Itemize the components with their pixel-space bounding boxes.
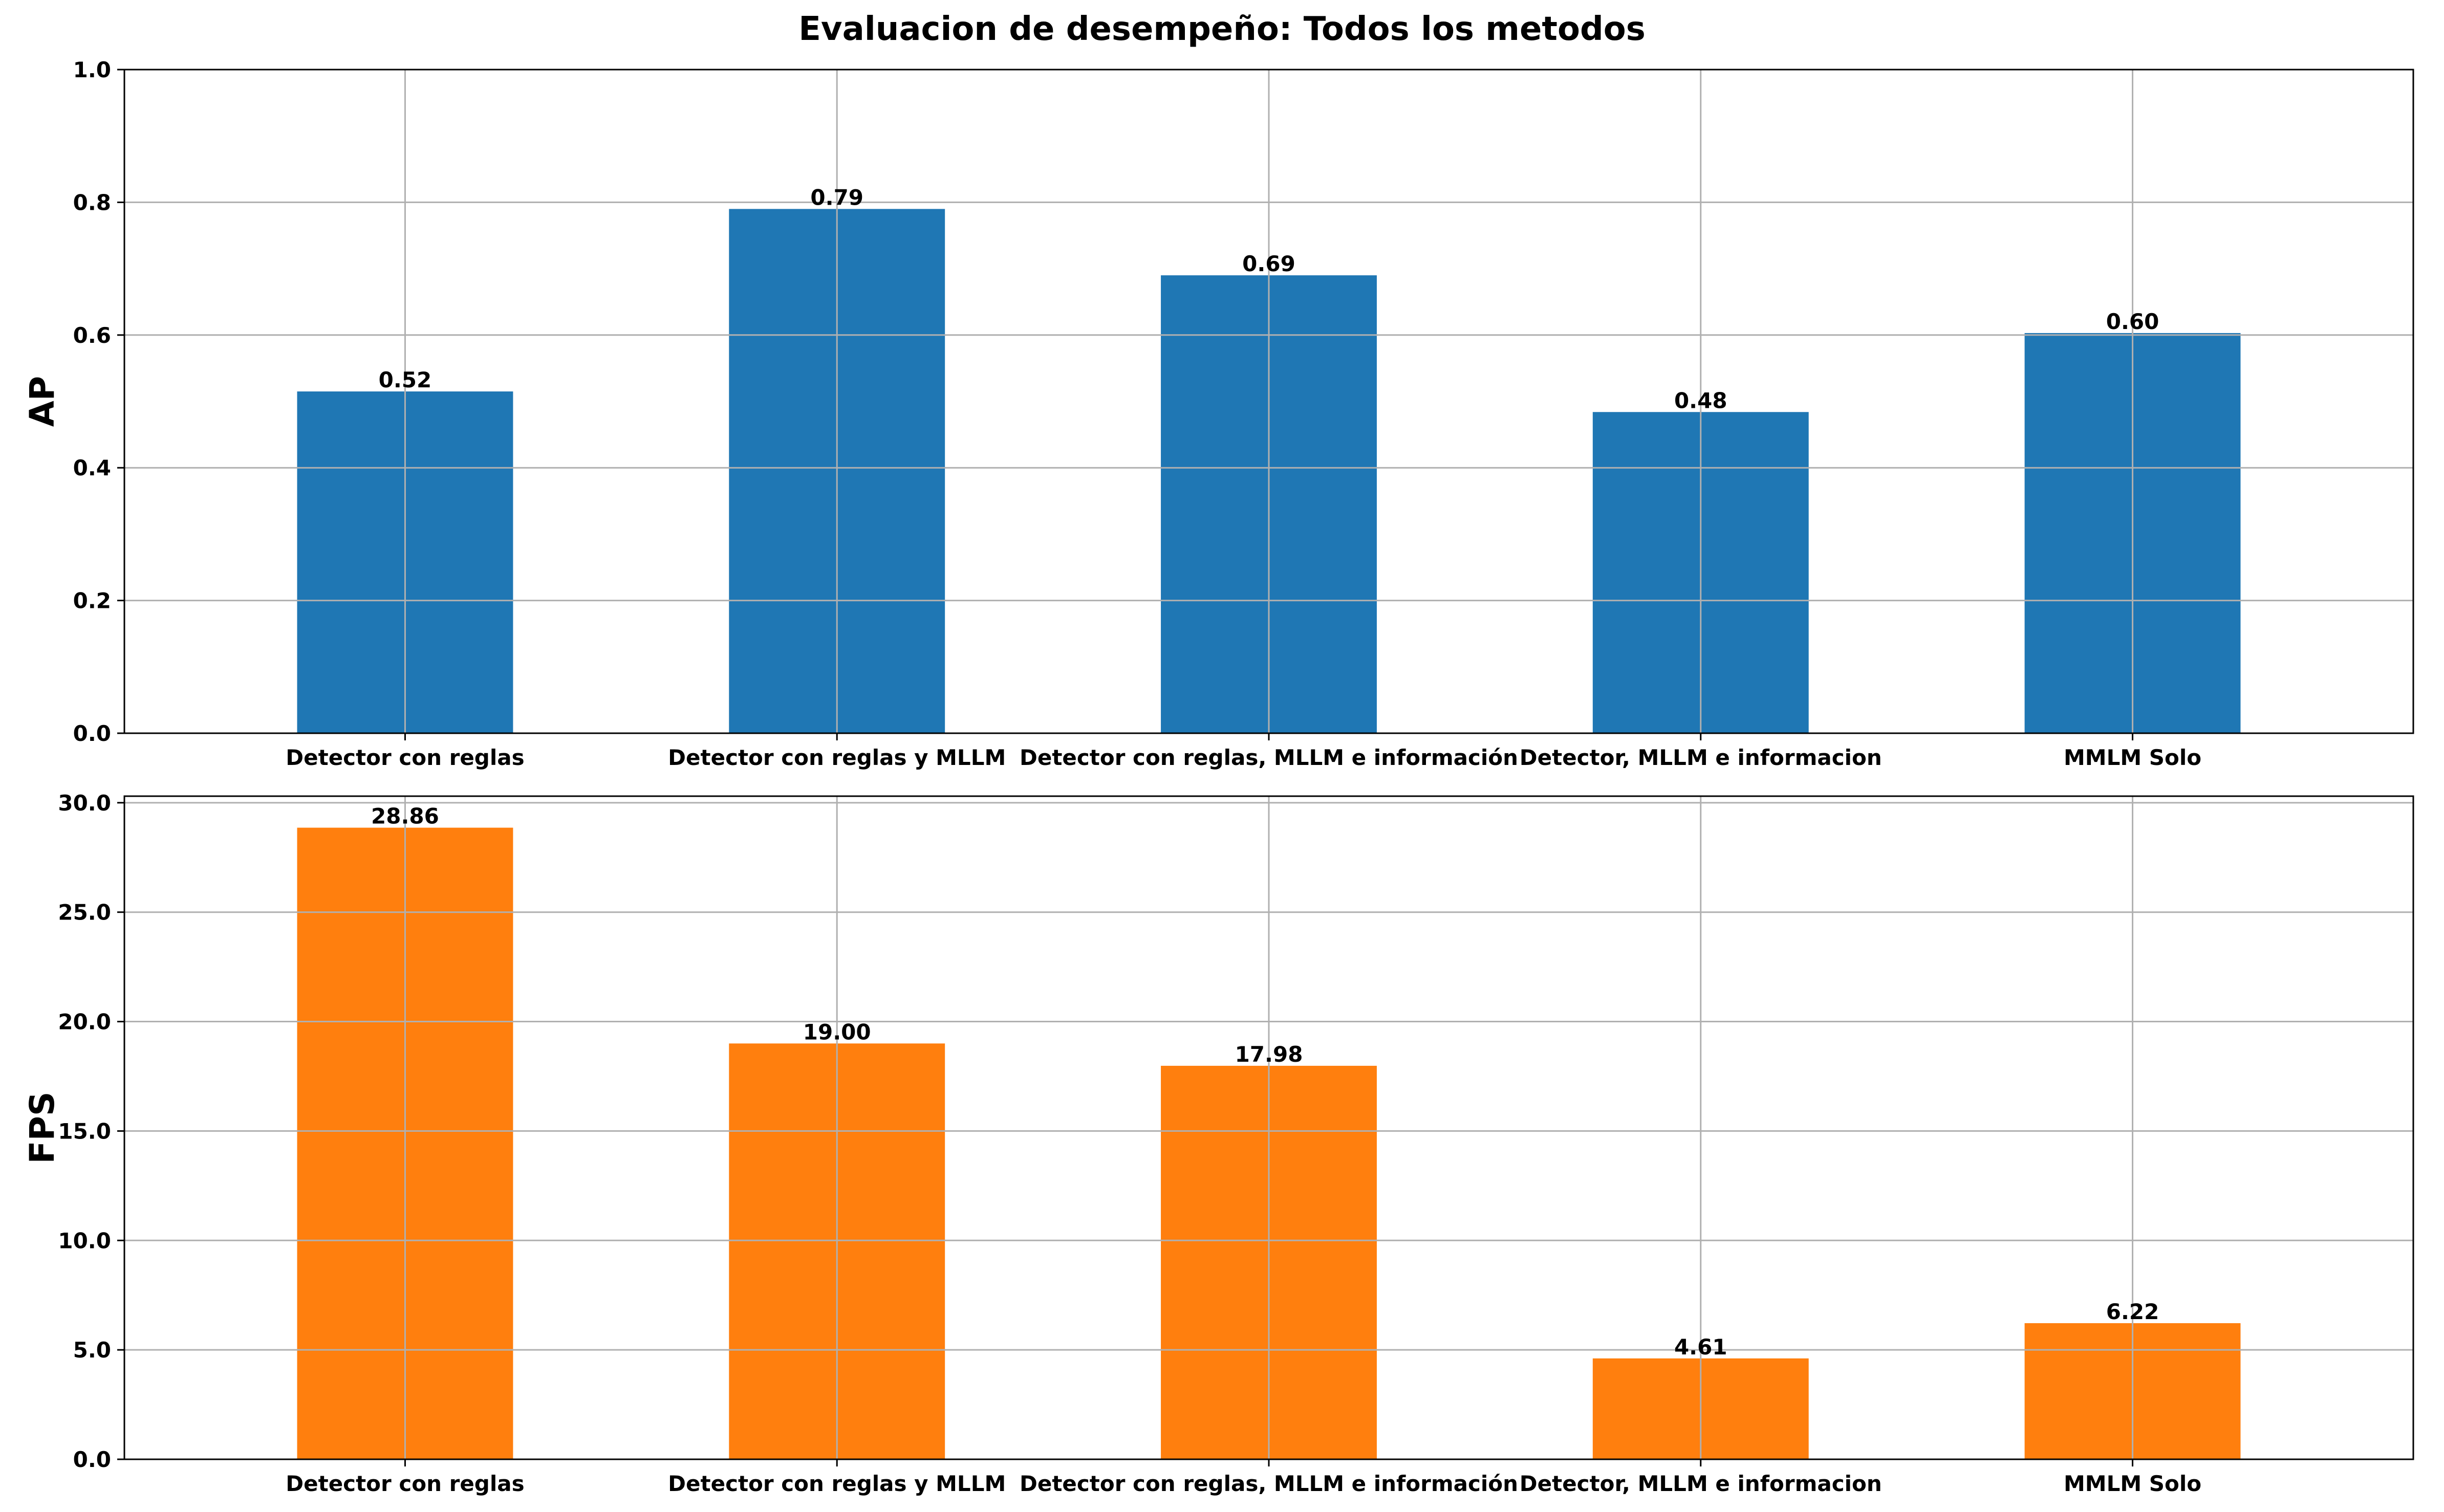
data-label: 0.60 — [2106, 309, 2159, 334]
y-tick-label: 15.0 — [58, 1119, 111, 1144]
x-tick-label: Detector, MLLM e informacion — [1520, 745, 1882, 770]
y-tick-label: 20.0 — [58, 1010, 111, 1035]
x-tick-label: Detector con reglas, MLLM e información — [1020, 745, 1518, 770]
y-tick-label: 0.0 — [73, 1447, 111, 1472]
x-tick-label: Detector, MLLM e informacion — [1520, 1471, 1882, 1496]
axes-frame — [123, 69, 2414, 734]
data-label: 0.52 — [379, 367, 432, 392]
y-tick-label: 0.0 — [73, 721, 111, 746]
x-tick-label: Detector con reglas — [286, 745, 524, 770]
data-label: 28.86 — [371, 804, 439, 829]
x-tick-label: MMLM Solo — [2064, 745, 2201, 770]
y-tick-label: 10.0 — [58, 1228, 111, 1253]
y-tick-label: 25.0 — [58, 900, 111, 925]
x-tick-label: Detector con reglas y MLLM — [668, 1471, 1006, 1496]
x-tick-label: Detector con reglas — [286, 1471, 524, 1496]
y-tick-label: 0.8 — [73, 190, 111, 215]
fps-chart-panel: 0.0 5.0 10.0 15.0 20.0 25.0 30.0 Detector con r… — [23, 791, 2414, 1496]
data-label: 0.69 — [1242, 251, 1295, 276]
y-tick-label: 0.4 — [73, 455, 111, 480]
y-tick-label: 0.2 — [73, 588, 111, 613]
page-title: Evaluacion de desempeño: Todos los metod… — [798, 10, 1646, 48]
data-label: 4.61 — [1674, 1334, 1727, 1360]
data-label: 17.98 — [1235, 1042, 1303, 1067]
y-axis-label: AP — [23, 376, 62, 427]
y-tick-label: 30.0 — [58, 791, 111, 816]
y-axis-label: FPS — [23, 1092, 62, 1164]
axes-frame — [123, 795, 2414, 1460]
y-tick-label: 1.0 — [73, 57, 111, 82]
x-tick-label: Detector con reglas, MLLM e información — [1020, 1471, 1518, 1496]
x-tick-label: MMLM Solo — [2064, 1471, 2201, 1496]
y-tick-label: 5.0 — [73, 1338, 111, 1363]
data-label: 19.00 — [803, 1019, 871, 1044]
data-label: 6.22 — [2106, 1299, 2159, 1324]
x-tick-label: Detector con reglas y MLLM — [668, 745, 1006, 770]
data-label: 0.48 — [1674, 388, 1727, 413]
ap-chart-panel: 0.0 0.2 0.4 0.6 0.8 1.0 Detector con reglas Det… — [23, 57, 2414, 770]
y-tick-label: 0.6 — [73, 323, 111, 348]
data-label: 0.79 — [810, 185, 863, 210]
